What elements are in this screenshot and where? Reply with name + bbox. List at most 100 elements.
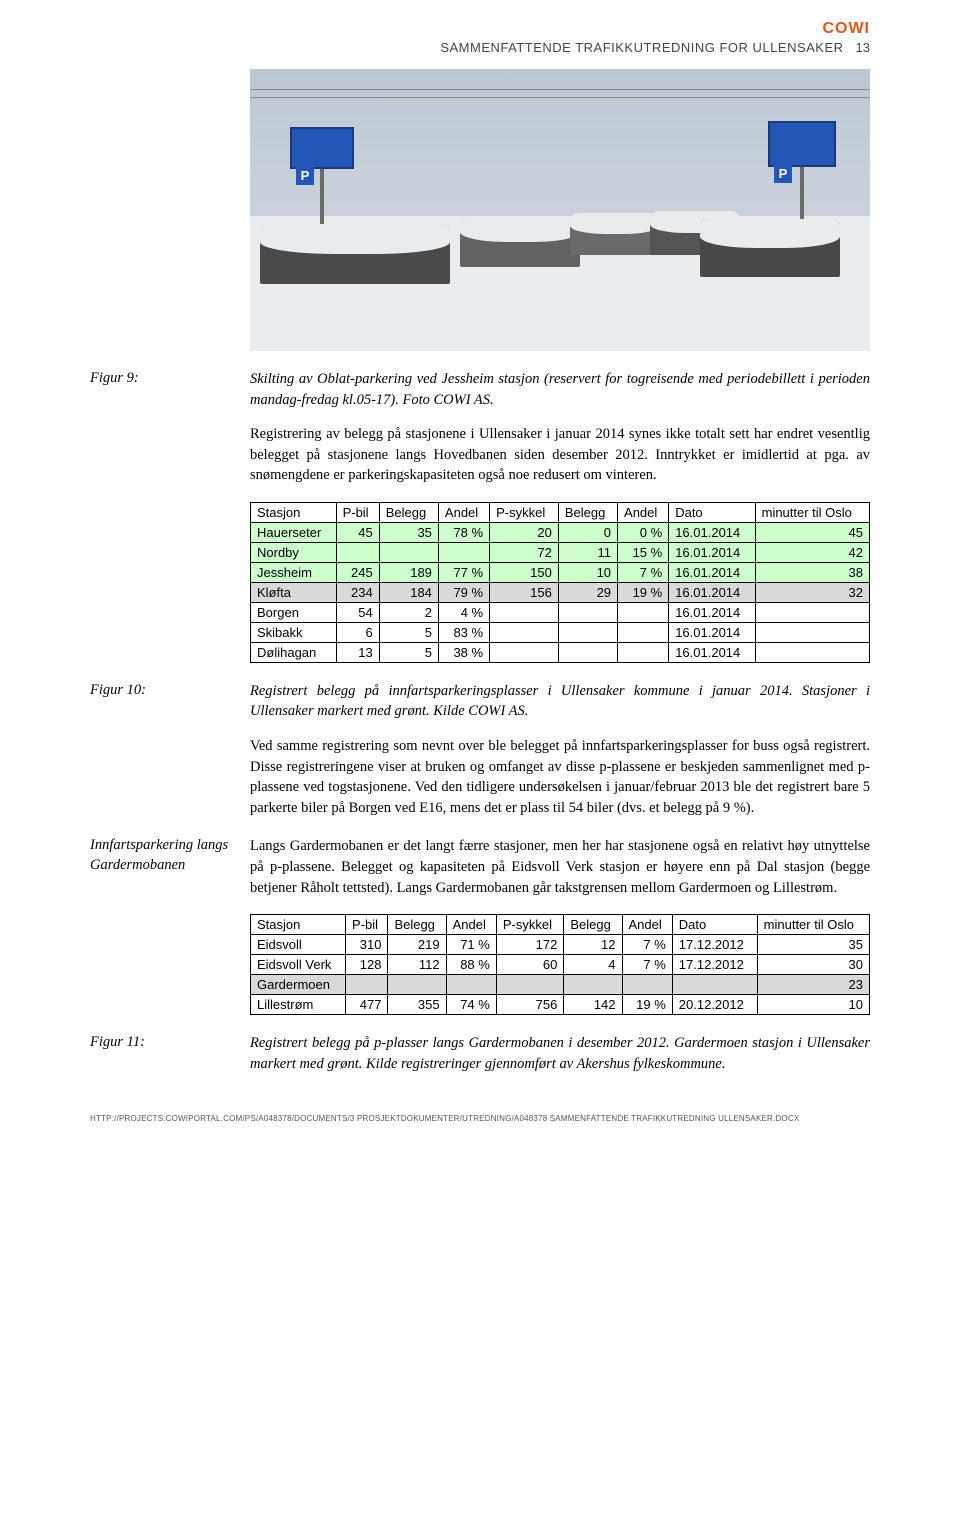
table-cell: 74 % bbox=[446, 995, 496, 1015]
table-cell bbox=[446, 975, 496, 995]
table-cell bbox=[558, 642, 617, 662]
table-cell: 156 bbox=[490, 582, 559, 602]
table-cell: 16.01.2014 bbox=[669, 522, 755, 542]
table-cell: 355 bbox=[388, 995, 446, 1015]
table-cell: 35 bbox=[379, 522, 438, 542]
table-cell bbox=[490, 622, 559, 642]
figure9-photo: P P bbox=[250, 69, 870, 351]
table-cell: 13 bbox=[336, 642, 379, 662]
table-cell: 10 bbox=[757, 995, 869, 1015]
table-cell: 32 bbox=[755, 582, 869, 602]
table-cell: 19 % bbox=[618, 582, 669, 602]
table-cell: 54 bbox=[336, 602, 379, 622]
table-cell: Borgen bbox=[251, 602, 337, 622]
table-cell: 15 % bbox=[618, 542, 669, 562]
table-cell: 5 bbox=[379, 622, 438, 642]
table1-wrap: StasjonP-bilBeleggAndelP-sykkelBeleggAnd… bbox=[250, 502, 870, 663]
table-header-cell: P-bil bbox=[346, 915, 388, 935]
table-cell: 83 % bbox=[438, 622, 489, 642]
table-cell: 310 bbox=[346, 935, 388, 955]
table-cell: 16.01.2014 bbox=[669, 622, 755, 642]
table-header-cell: minutter til Oslo bbox=[757, 915, 869, 935]
table2-wrap: StasjonP-bilBeleggAndelP-sykkelBeleggAnd… bbox=[250, 914, 870, 1015]
table-cell bbox=[618, 602, 669, 622]
table-cell: 150 bbox=[490, 562, 559, 582]
table-row: Jessheim24518977 %150107 %16.01.201438 bbox=[251, 562, 870, 582]
table-cell: Eidsvoll bbox=[251, 935, 346, 955]
table-cell: 184 bbox=[379, 582, 438, 602]
paragraph-1: Registrering av belegg på stasjonene i U… bbox=[250, 424, 870, 486]
table-cell: 2 bbox=[379, 602, 438, 622]
table-cell bbox=[672, 975, 757, 995]
table-cell: 11 bbox=[558, 542, 617, 562]
table-cell: 17.12.2012 bbox=[672, 955, 757, 975]
table-header-cell: Belegg bbox=[558, 502, 617, 522]
table-row: Lillestrøm47735574 %75614219 %20.12.2012… bbox=[251, 995, 870, 1015]
table-cell: 477 bbox=[346, 995, 388, 1015]
table-cell bbox=[336, 542, 379, 562]
table-cell: 16.01.2014 bbox=[669, 642, 755, 662]
table-cell: 7 % bbox=[618, 562, 669, 582]
table-cell: 16.01.2014 bbox=[669, 562, 755, 582]
table-cell: Gardermoen bbox=[251, 975, 346, 995]
table-header-cell: Dato bbox=[669, 502, 755, 522]
document-page: COWI SAMMENFATTENDE TRAFIKKUTREDNING FOR… bbox=[0, 0, 960, 1153]
table-cell: 45 bbox=[336, 522, 379, 542]
table-cell: Skibakk bbox=[251, 622, 337, 642]
table2: StasjonP-bilBeleggAndelP-sykkelBeleggAnd… bbox=[250, 914, 870, 1015]
table-cell: Kløfta bbox=[251, 582, 337, 602]
table-cell bbox=[438, 542, 489, 562]
brand-logo: COWI bbox=[822, 20, 870, 38]
table-cell: 189 bbox=[379, 562, 438, 582]
table-cell: 112 bbox=[388, 955, 446, 975]
table-cell: 7 % bbox=[622, 935, 672, 955]
table-header-cell: Belegg bbox=[564, 915, 622, 935]
table-cell: 20 bbox=[490, 522, 559, 542]
table-cell: Eidsvoll Verk bbox=[251, 955, 346, 975]
table-cell bbox=[755, 642, 869, 662]
table-cell: 38 % bbox=[438, 642, 489, 662]
table-cell bbox=[490, 602, 559, 622]
table-header-cell: P-sykkel bbox=[496, 915, 564, 935]
table-cell: 10 bbox=[558, 562, 617, 582]
figure10-label: Figur 10: bbox=[90, 681, 230, 701]
table-cell: Jessheim bbox=[251, 562, 337, 582]
table-cell: 79 % bbox=[438, 582, 489, 602]
table-row: Kløfta23418479 %1562919 %16.01.201432 bbox=[251, 582, 870, 602]
table-row: Gardermoen23 bbox=[251, 975, 870, 995]
table-row: Dølihagan13538 %16.01.2014 bbox=[251, 642, 870, 662]
table-row: Skibakk6583 %16.01.2014 bbox=[251, 622, 870, 642]
table-cell: 78 % bbox=[438, 522, 489, 542]
table-row: Eidsvoll31021971 %172127 %17.12.201235 bbox=[251, 935, 870, 955]
table-header-cell: Stasjon bbox=[251, 915, 346, 935]
table-cell: 5 bbox=[379, 642, 438, 662]
table-cell: 30 bbox=[757, 955, 869, 975]
table-cell bbox=[618, 642, 669, 662]
table1: StasjonP-bilBeleggAndelP-sykkelBeleggAnd… bbox=[250, 502, 870, 663]
table-header-cell: Belegg bbox=[388, 915, 446, 935]
table-cell: 12 bbox=[564, 935, 622, 955]
table-cell: 245 bbox=[336, 562, 379, 582]
table-cell bbox=[388, 975, 446, 995]
paragraph-2: Ved samme registrering som nevnt over bl… bbox=[250, 736, 870, 818]
table-header-cell: P-bil bbox=[336, 502, 379, 522]
table-header-cell: Andel bbox=[618, 502, 669, 522]
header-title: SAMMENFATTENDE TRAFIKKUTREDNING FOR ULLE… bbox=[440, 40, 843, 55]
table-cell: 20.12.2012 bbox=[672, 995, 757, 1015]
table-cell: Nordby bbox=[251, 542, 337, 562]
table-cell: 16.01.2014 bbox=[669, 542, 755, 562]
table-cell bbox=[379, 542, 438, 562]
table-cell: 172 bbox=[496, 935, 564, 955]
table-cell: 19 % bbox=[622, 995, 672, 1015]
table-cell: 0 % bbox=[618, 522, 669, 542]
table-cell bbox=[755, 602, 869, 622]
table-cell bbox=[564, 975, 622, 995]
table-cell: 29 bbox=[558, 582, 617, 602]
table-header-cell: Andel bbox=[446, 915, 496, 935]
table-header-cell: Andel bbox=[622, 915, 672, 935]
table-cell: 4 % bbox=[438, 602, 489, 622]
table-cell: 60 bbox=[496, 955, 564, 975]
table-cell: 17.12.2012 bbox=[672, 935, 757, 955]
margin-note-gardermobanen: Innfartsparkering langs Gardermobanen bbox=[90, 836, 230, 875]
table-cell: 756 bbox=[496, 995, 564, 1015]
